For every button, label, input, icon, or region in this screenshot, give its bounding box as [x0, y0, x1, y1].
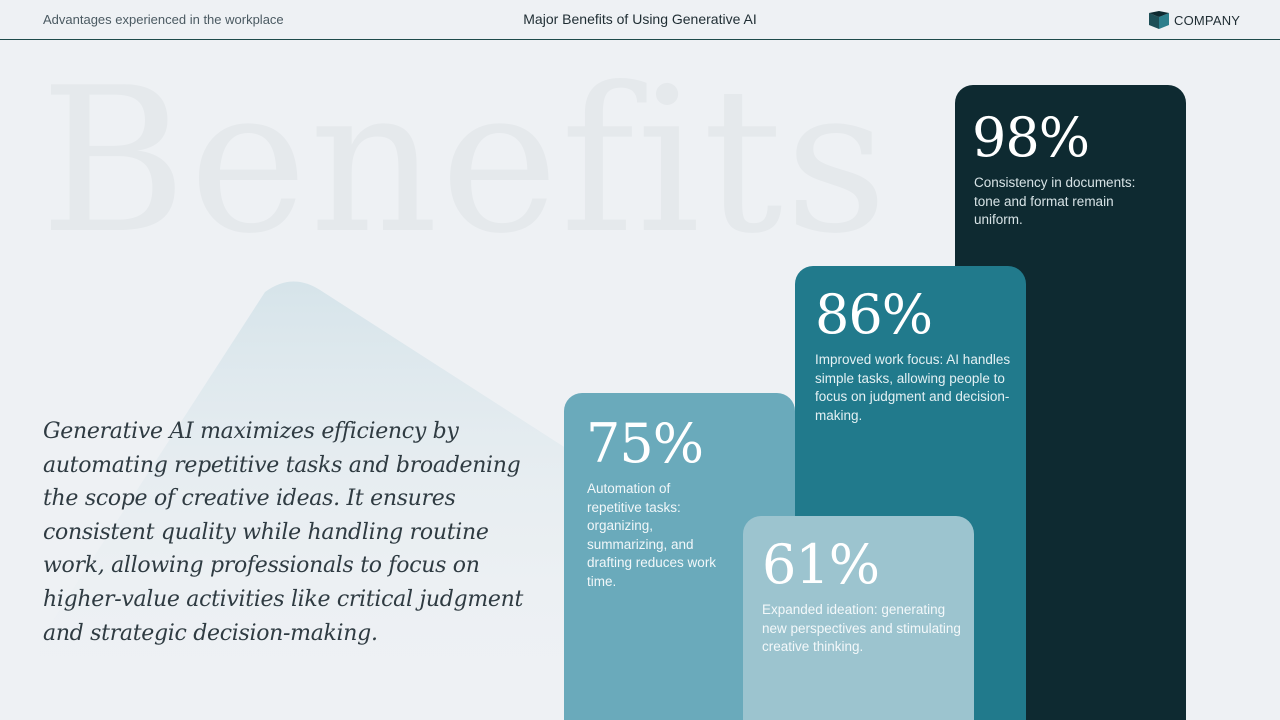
- company-logo-icon: [1149, 11, 1169, 29]
- stat-description: Expanded ideation: generating new perspe…: [762, 602, 961, 654]
- lead-paragraph: Generative AI maximizes efficiency by au…: [43, 419, 524, 646]
- stat-value: 98%: [972, 106, 1090, 169]
- company-logo: COMPANY: [1149, 11, 1240, 29]
- header-subtitle: Advantages experienced in the workplace: [43, 12, 284, 27]
- stat-value: 75%: [586, 412, 704, 475]
- stat-value: 61%: [762, 533, 880, 596]
- page-title: Major Benefits of Using Generative AI: [523, 11, 757, 27]
- stat-description: Improved work focus: AI handles simple t…: [815, 352, 1011, 423]
- stat-value: 86%: [815, 283, 933, 346]
- company-logo-text: COMPANY: [1174, 12, 1241, 28]
- watermark-text: Benefits: [40, 45, 890, 278]
- stat-description: Consistency in documents: tone and forma…: [974, 175, 1136, 227]
- header-bar: Advantages experienced in the workplace …: [0, 0, 1280, 40]
- stat-description: Automation of repetitive tasks: organizi…: [587, 481, 717, 589]
- stat-card-ideation: 61% Expanded ideation: generating new pe…: [743, 516, 974, 720]
